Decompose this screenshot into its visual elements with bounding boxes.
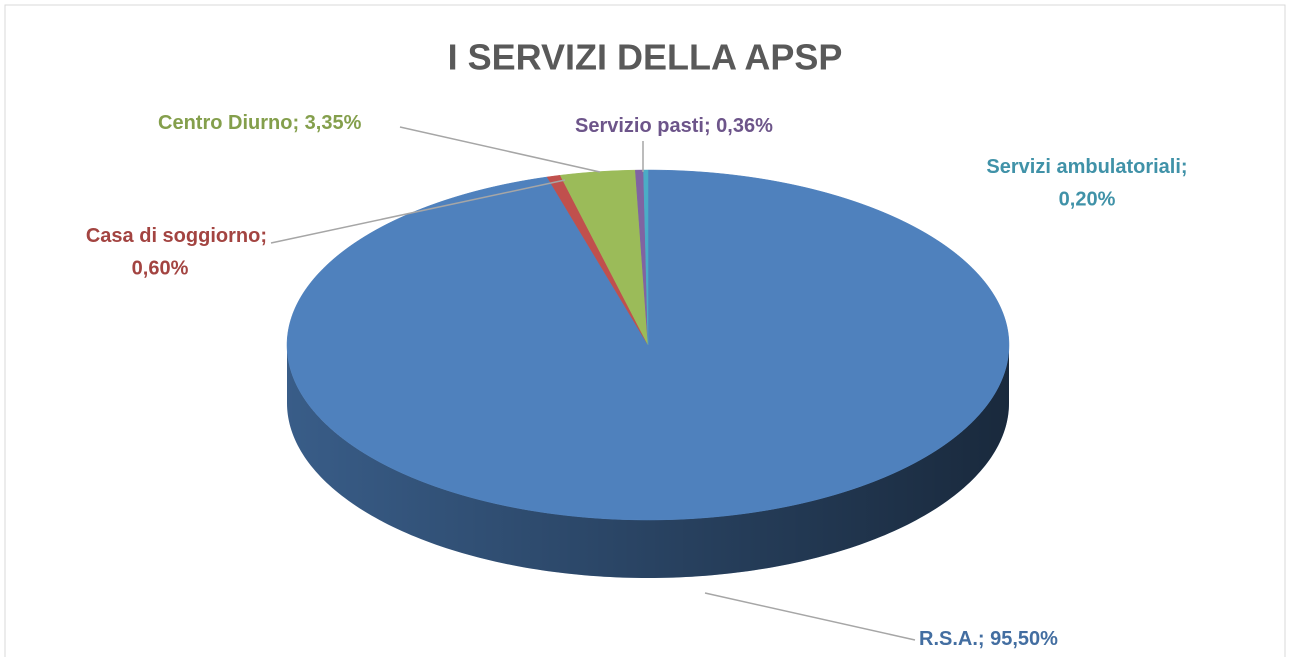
label-value: 3,35% [305,112,362,134]
label-category: Centro Diurno [158,112,292,134]
leader-line [270,179,566,244]
data-label: Servizi ambulatoriali; [986,156,1187,178]
label-separator: ; [1181,156,1188,178]
label-category: Casa di soggiorno [86,225,260,247]
label-value: 0,36% [716,115,773,137]
chart-title: I SERVIZI DELLA APSP [448,37,843,78]
data-label: Servizio pasti; 0,36% [575,115,773,137]
data-label: Casa di soggiorno; [86,225,267,247]
label-category: R.S.A. [919,628,978,650]
leader-line [704,592,916,641]
data-label: 0,60% [132,257,189,279]
label-value: 95,50% [990,628,1058,650]
data-label: Centro Diurno; 3,35% [158,112,362,134]
leader-line [399,126,601,173]
label-separator: ; [978,628,990,650]
label-category: Servizi ambulatoriali [986,156,1181,178]
data-label: R.S.A.; 95,50% [919,628,1058,650]
slice [643,169,649,346]
label-separator: ; [260,225,267,247]
label-category: Servizio pasti [575,115,704,137]
label-separator: ; [292,112,304,134]
slice-side-shade [287,345,1009,578]
label-separator: ; [704,115,716,137]
data-label: 0,20% [1059,188,1116,210]
